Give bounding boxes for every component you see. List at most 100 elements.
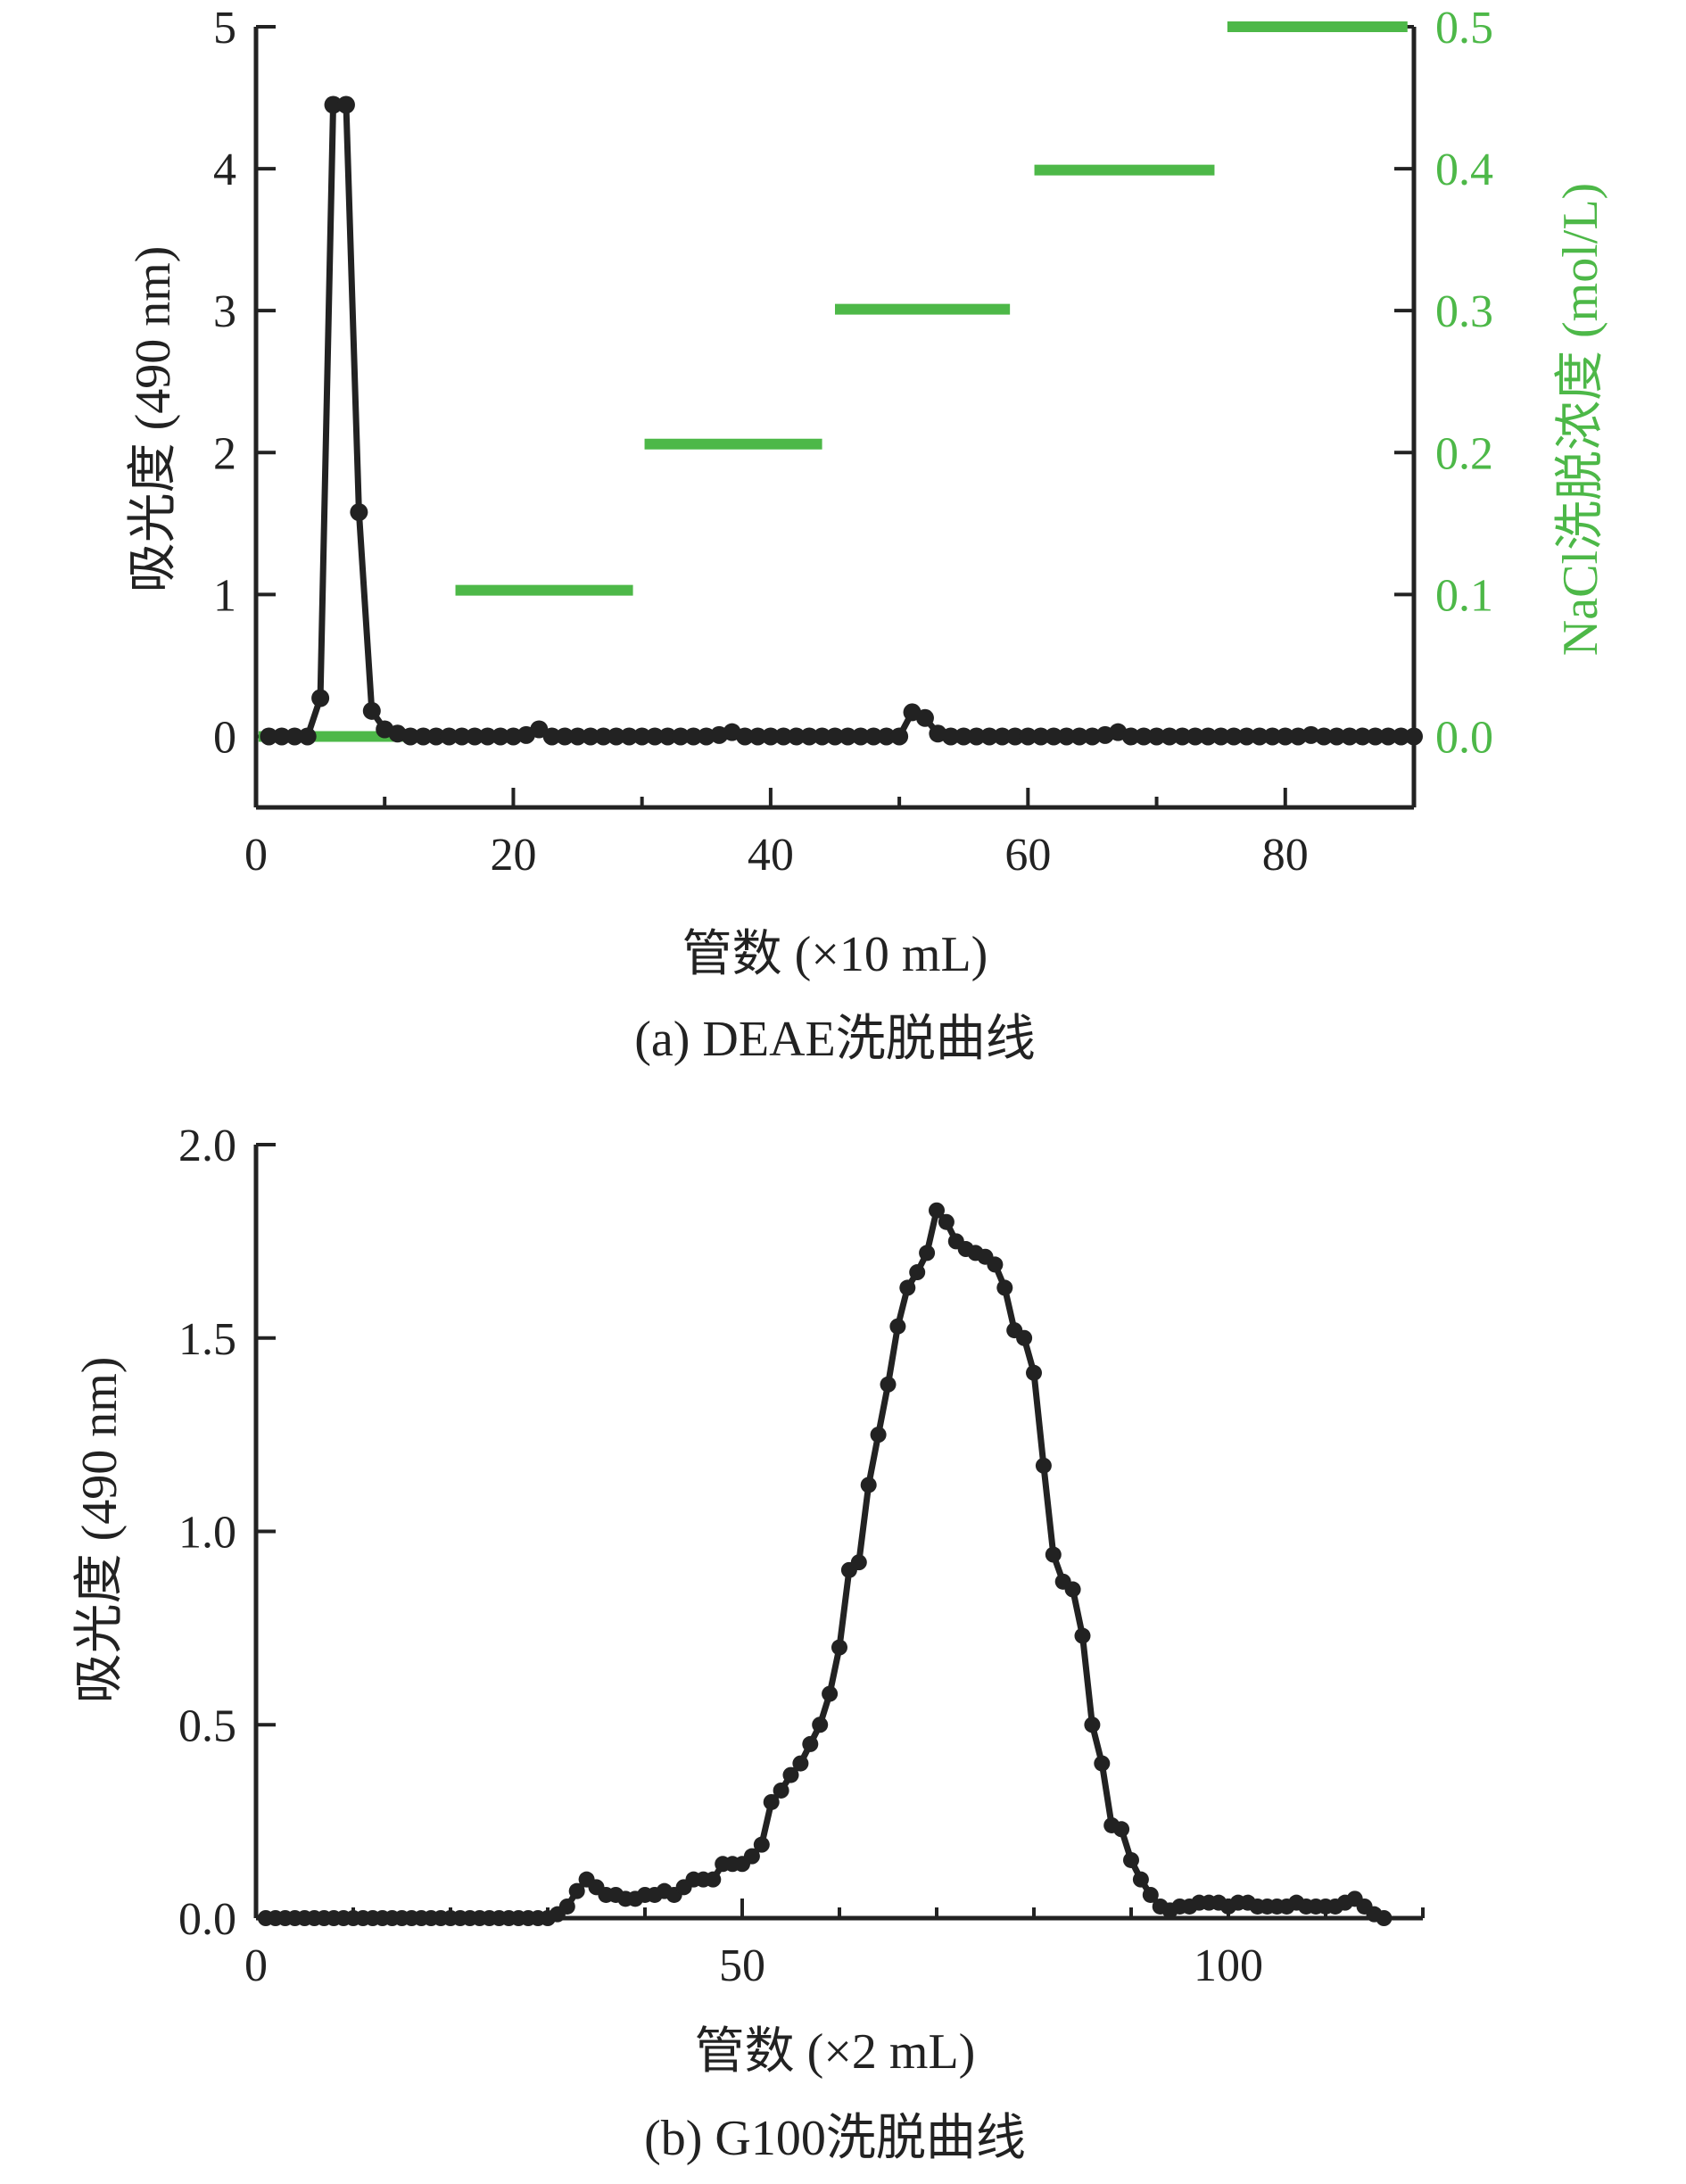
data-point [909,1264,926,1281]
data-point [324,95,343,114]
data-point [1160,727,1178,746]
data-point [1211,727,1230,746]
data-point [743,1848,760,1865]
data-point [826,727,844,746]
data-point [1302,725,1320,744]
data-point [1035,1457,1052,1474]
data-point [260,727,278,746]
data-point [812,1717,829,1733]
data-point [1147,727,1166,746]
panel-b-y-tick-label: 0.5 [178,1700,236,1751]
panel-b-y-axis-title: 吸光度 (490 nm) [72,1357,128,1704]
data-point [1019,727,1037,746]
panel-b: 0.0 0.5 1.0 1.5 2.0 0 50 100 吸光度 (490 nm) 管数 (×… [72,1121,1425,2166]
data-point [684,727,703,746]
data-point [1199,727,1218,746]
panel-a-y-axis-title: 吸光度 (490 nm) [126,246,181,593]
data-point [452,727,471,746]
data-point [1113,1821,1130,1838]
panel-b-y-tick-label: 2.0 [178,1121,236,1171]
panel-a-y2-tick-label: 0.2 [1435,428,1493,479]
panel-b-x-tick-label: 100 [1194,1940,1263,1991]
absorbance-series-b [257,1202,1393,1926]
data-point [1074,1627,1091,1644]
data-point [1392,727,1410,746]
data-point [1405,727,1423,746]
panel-a: 0 1 2 3 4 5 0.0 0.1 0.2 0.3 0.4 0.5 0 20 40 60 80 吸光度 (4… [126,3,1608,1067]
nacl-concentration-series [258,21,1408,742]
data-point [542,727,561,746]
data-point [646,727,665,746]
panel-b-caption: (b) G100洗脱曲线 [644,2111,1026,2166]
data-point [860,1477,877,1493]
data-point [1276,727,1294,746]
data-point [1083,727,1102,746]
data-point [350,503,368,522]
absorbance-line [269,102,1414,740]
data-point [787,727,806,746]
data-point [1225,727,1244,746]
panel-a-y-tick-label: 5 [213,3,236,54]
data-point [658,727,677,746]
panel-b-x-tick-label: 0 [244,1940,268,1991]
data-point [839,727,857,746]
data-point [915,708,934,727]
data-point [414,727,433,746]
data-point [504,727,523,746]
panel-a-caption: (a) DEAE洗脱曲线 [634,1012,1035,1067]
data-point [1376,1910,1393,1926]
panel-b-y-tick-label: 1.0 [178,1508,236,1559]
data-point [831,1639,847,1656]
data-point [1070,727,1089,746]
panel-a-x-tick-label: 0 [244,830,268,881]
data-point [1094,1755,1111,1772]
data-point [782,1766,799,1783]
data-point [763,1793,780,1810]
data-point [880,1376,897,1393]
panel-a-y-tick-label: 2 [213,428,236,479]
panel-a-y2-axis-title: NaCl洗脱浓度 (mol/L) [1553,183,1608,656]
data-point [773,1782,789,1799]
data-point [558,1898,575,1915]
data-point [1142,1886,1159,1903]
data-point [941,727,960,746]
data-point [426,727,445,746]
panel-b-x-axis-title: 管数 (×2 mL) [695,2024,976,2080]
absorbance-series-a [260,95,1423,746]
data-point [1132,1871,1149,1888]
data-point [1186,727,1204,746]
data-point [967,727,986,746]
panel-a-frame [253,27,1417,810]
data-point [1289,727,1308,746]
data-point [632,727,651,746]
data-point [478,727,497,746]
panel-a-y-tick-label: 0 [213,712,236,763]
data-point [980,727,999,746]
panel-a-y-tick-label: 4 [213,145,236,195]
data-point [697,727,715,746]
data-point [1026,1364,1042,1381]
data-point [705,1871,722,1888]
data-point [938,1213,955,1230]
data-point [889,1318,906,1335]
panel-a-x-tick-label: 60 [1004,830,1051,881]
panel-a-x-tick-label: 20 [490,830,536,881]
data-point [1064,1581,1081,1598]
panel-a-y-tick-label: 3 [213,286,236,337]
data-point [298,727,317,746]
panel-a-y-tick-label: 1 [213,570,236,621]
data-point [864,727,883,746]
data-point [1250,727,1269,746]
data-point [877,727,896,746]
data-point [899,1279,916,1296]
data-point [870,1427,887,1444]
data-point [401,727,420,746]
data-point [311,689,330,707]
data-point [987,1256,1004,1273]
panel-a-y2-tick-label: 0.1 [1435,570,1493,621]
panel-a-ticks: 0 1 2 3 4 5 0.0 0.1 0.2 0.3 0.4 0.5 0 20 40 60 80 [213,3,1493,881]
data-point [1173,727,1192,746]
data-point [1045,727,1063,746]
data-point [850,1554,867,1571]
